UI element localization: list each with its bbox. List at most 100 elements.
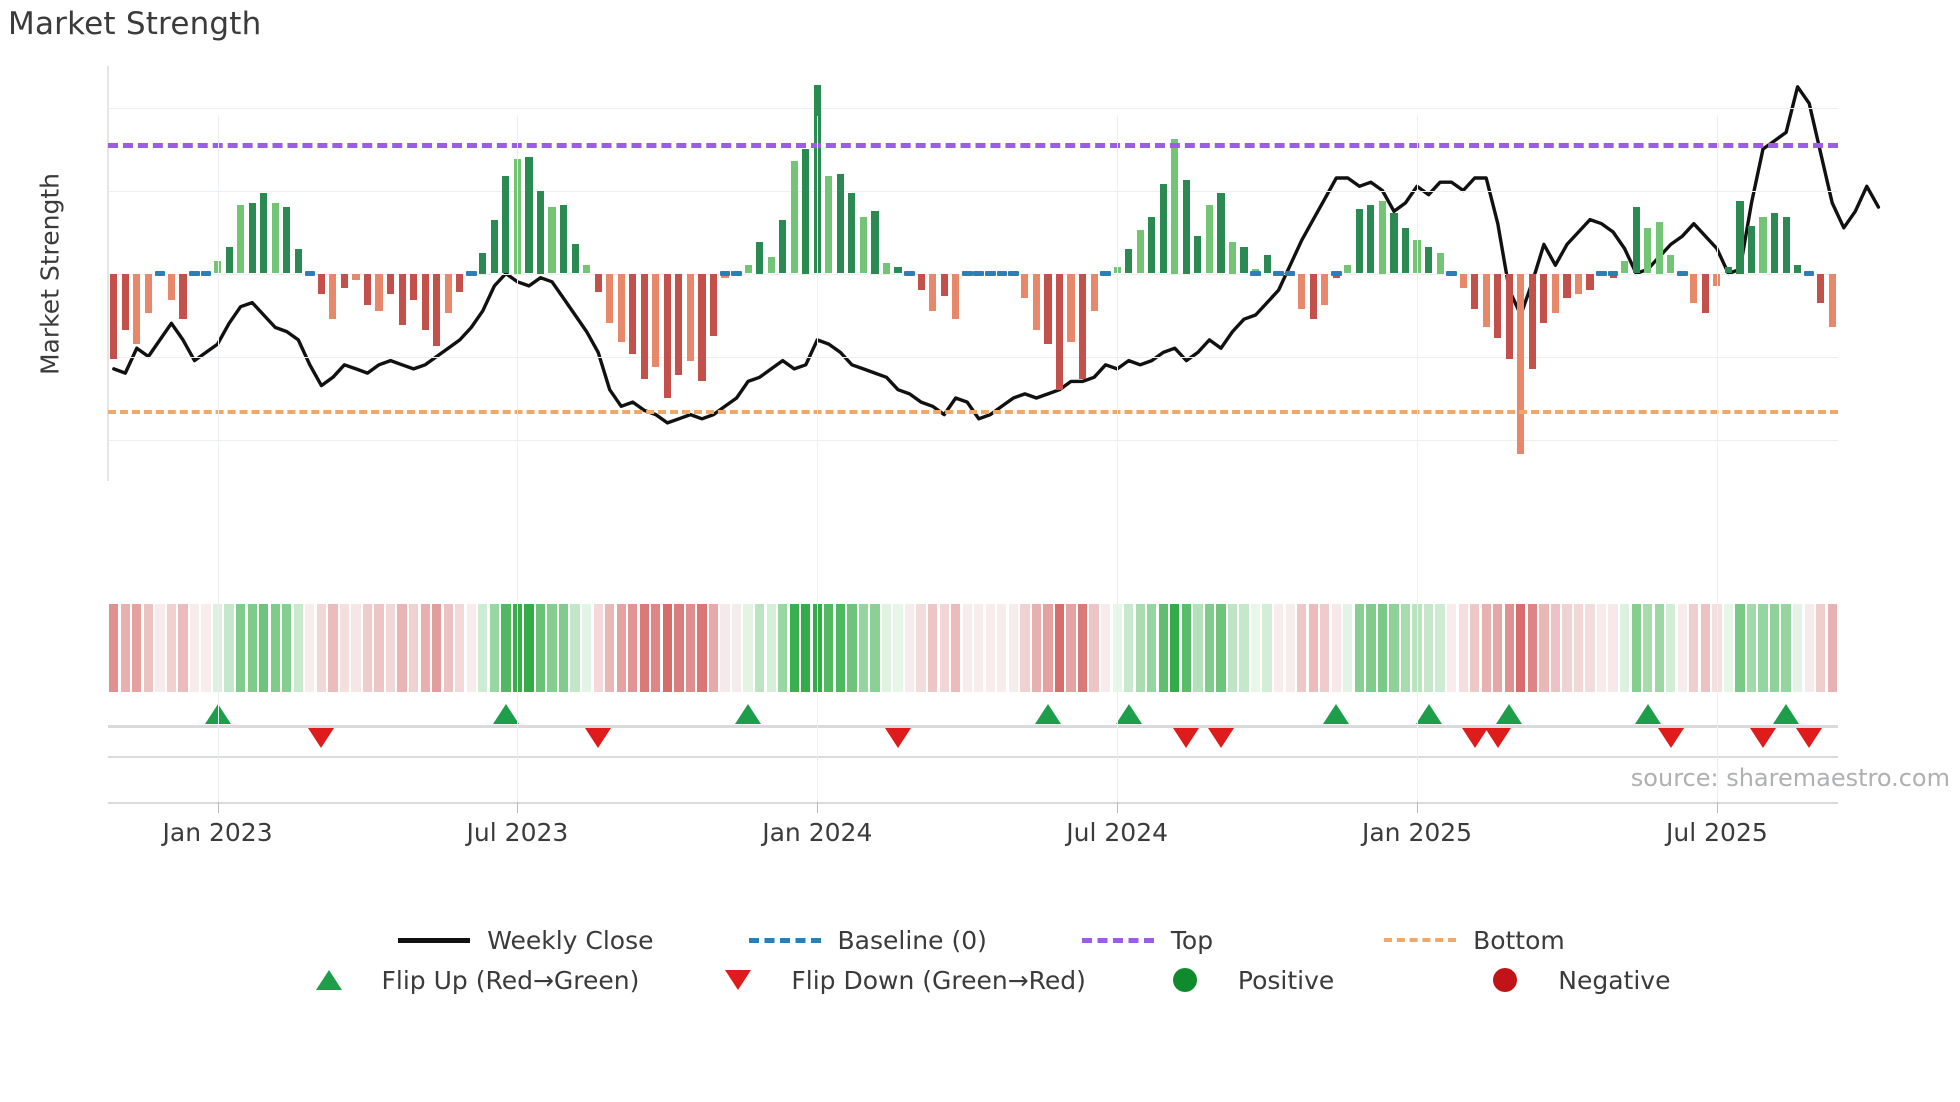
- strength-bar: [110, 273, 118, 359]
- strength-bar: [375, 273, 383, 311]
- strength-bar: [1759, 217, 1767, 274]
- heat-cell: [1031, 604, 1042, 692]
- heat-cell: [1158, 604, 1168, 692]
- baseline-segment: [719, 271, 731, 276]
- heat-cell: [155, 604, 165, 692]
- strength-bar: [1574, 273, 1583, 295]
- heat-cell: [1181, 604, 1191, 692]
- gridline-x: [517, 116, 519, 804]
- heat-cell: [1400, 604, 1411, 692]
- strength-bar: [1228, 242, 1237, 274]
- legend-item-bottom[interactable]: Bottom: [1381, 926, 1565, 955]
- legend-item-positive[interactable]: Positive: [1146, 966, 1334, 995]
- strength-bar: [421, 273, 429, 330]
- strength-bar: [640, 273, 648, 380]
- heat-cell: [1735, 604, 1745, 692]
- legend-item-flip-up[interactable]: Flip Up (Red→Green): [290, 966, 639, 995]
- strength-bar: [1090, 273, 1098, 311]
- heat-cell: [766, 604, 776, 692]
- strength-bar: [433, 273, 441, 347]
- strength-bar: [1263, 254, 1271, 274]
- strength-bar: [929, 273, 937, 311]
- heat-cell: [328, 604, 338, 692]
- strength-bar: [606, 273, 614, 324]
- heat-cell: [639, 604, 649, 692]
- strength-bar: [1355, 209, 1363, 274]
- strength-bar: [456, 273, 464, 293]
- heat-cell: [1781, 604, 1791, 692]
- baseline-segment: [984, 271, 996, 276]
- heat-cell: [778, 604, 788, 692]
- strength-bar: [1770, 213, 1779, 274]
- baseline-segment: [1803, 271, 1815, 276]
- heat-cell: [178, 604, 188, 692]
- strength-bar: [871, 211, 879, 274]
- heat-cell: [1827, 604, 1837, 692]
- heat-cell: [1723, 604, 1734, 692]
- top-dash-icon: [1079, 927, 1157, 953]
- heat-cell: [1435, 604, 1445, 692]
- strength-bar: [1032, 273, 1040, 330]
- heat-cell: [143, 604, 153, 692]
- strength-bar: [1794, 265, 1802, 274]
- baseline-segment: [200, 271, 212, 276]
- heat-cell: [1297, 604, 1307, 692]
- heat-cell: [443, 604, 453, 692]
- heat-cell: [708, 604, 719, 692]
- flip-up-marker: [1773, 704, 1800, 724]
- strength-bar: [1655, 221, 1663, 274]
- baseline-segment: [154, 271, 166, 276]
- strength-bar: [260, 192, 268, 274]
- heat-cell: [489, 604, 499, 692]
- legend-item-weekly-close[interactable]: Weekly Close: [395, 925, 654, 955]
- heat-cell: [1458, 604, 1468, 692]
- strength-bar: [1586, 273, 1594, 291]
- heat-cell: [1643, 604, 1653, 692]
- strength-bar: [952, 273, 960, 320]
- strength-bar: [1667, 254, 1675, 274]
- heat-cell: [1089, 604, 1099, 692]
- strength-bar: [813, 84, 821, 274]
- bottom-dash-icon: [1381, 927, 1459, 953]
- heat-cell: [1804, 604, 1814, 692]
- strength-bar: [1747, 225, 1756, 274]
- heat-cell: [1077, 604, 1088, 692]
- strength-bar: [1482, 273, 1490, 328]
- gridline-x: [1417, 116, 1419, 804]
- heat-cell: [1700, 604, 1710, 692]
- legend-item-negative[interactable]: Negative: [1466, 966, 1670, 995]
- strength-bar: [1644, 227, 1652, 274]
- flip-markers-row: [108, 694, 1838, 756]
- strength-bar: [744, 265, 752, 274]
- heat-cell: [1769, 604, 1780, 692]
- heat-cell: [858, 604, 869, 692]
- baseline-segment: [1607, 271, 1619, 276]
- legend-item-flip-down[interactable]: Flip Down (Green→Red): [699, 966, 1086, 995]
- strength-bar: [790, 161, 798, 274]
- y-axis-spine: [107, 66, 109, 481]
- strength-bar: [1217, 192, 1225, 274]
- heat-cell: [974, 604, 984, 692]
- heat-cell: [674, 604, 684, 692]
- heat-cell: [1366, 604, 1376, 692]
- heat-cell: [420, 604, 430, 692]
- strength-bar: [237, 205, 245, 274]
- x-axis-tick-label: Jan 2023: [162, 818, 273, 847]
- triangle-down-icon: [725, 970, 752, 990]
- strength-bar: [1724, 267, 1732, 274]
- strength-bar: [1701, 273, 1709, 313]
- strength-bar: [1517, 273, 1525, 455]
- strength-bar: [386, 273, 395, 295]
- heat-cell: [951, 604, 961, 692]
- legend-item-baseline[interactable]: Baseline (0): [746, 926, 987, 955]
- heat-cell: [1447, 604, 1457, 692]
- flip-down-marker: [585, 728, 612, 748]
- baseline-segment: [996, 271, 1008, 276]
- baseline-segment: [961, 271, 973, 276]
- strength-bar: [1148, 217, 1156, 274]
- legend-label-weekly-close: Weekly Close: [487, 925, 654, 955]
- heat-cell: [501, 604, 511, 692]
- chart-legend: Weekly Close Baseline (0) Top Bottom Flip U…: [0, 920, 1960, 1000]
- legend-item-top[interactable]: Top: [1079, 926, 1213, 955]
- x-axis-tick-mark: [1117, 802, 1119, 813]
